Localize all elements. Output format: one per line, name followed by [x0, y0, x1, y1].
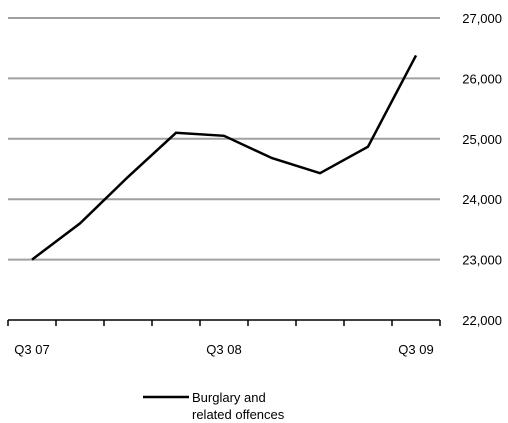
y-tick-label: 25,000	[462, 132, 502, 147]
x-axis	[7, 319, 441, 326]
x-axis-tick-labels: Q3 07 Q3 08 Q3 09	[14, 342, 433, 357]
y-tick-label: 23,000	[462, 253, 502, 268]
legend-label-line2: related offences	[192, 407, 285, 422]
series-layer	[31, 54, 418, 261]
x-tick-label: Q3 08	[206, 342, 241, 357]
legend-label-line1: Burglary and	[192, 390, 266, 405]
y-axis-tick-labels: 22,000 23,000 24,000 25,000 26,000 27,000	[462, 11, 502, 328]
y-tick-label: 24,000	[462, 192, 502, 207]
x-tick-label: Q3 07	[14, 342, 49, 357]
y-tick-label: 22,000	[462, 313, 502, 328]
y-tick-label: 27,000	[462, 11, 502, 26]
legend: Burglary and related offences	[143, 390, 285, 422]
gridlines	[8, 17, 440, 261]
x-tick-label: Q3 09	[398, 342, 433, 357]
y-tick-label: 26,000	[462, 71, 502, 86]
series-line-burglary	[31, 54, 418, 261]
